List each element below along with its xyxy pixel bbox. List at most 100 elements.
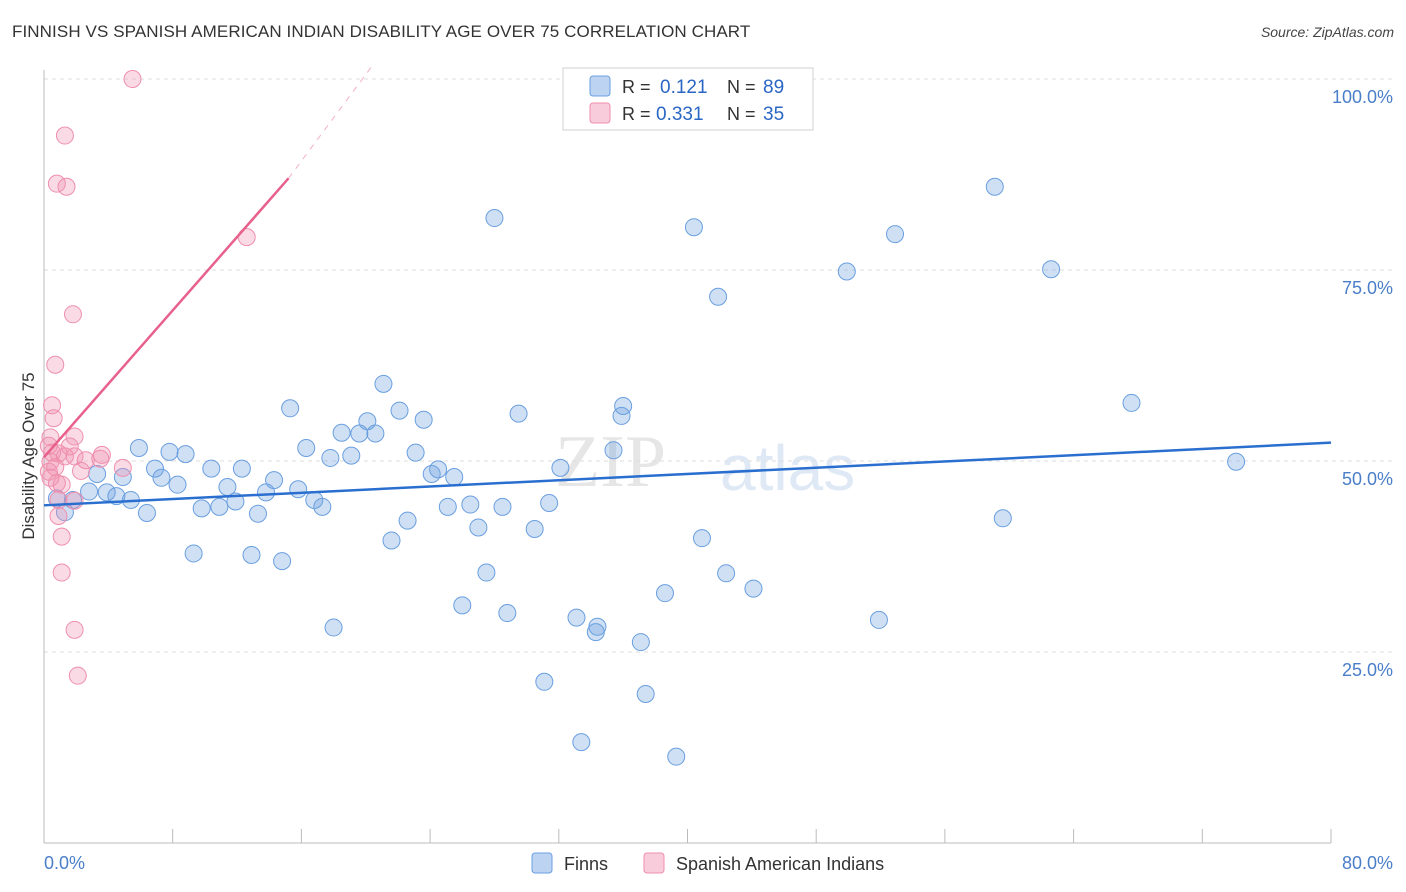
legend-bottom-swatch-spanish-american-indians [643, 852, 665, 874]
spanish-american-indians-point [72, 461, 91, 480]
finns-point [414, 410, 433, 429]
finns-point [192, 499, 211, 518]
finns-point [684, 218, 703, 237]
finns-point [390, 401, 409, 420]
finns-point [137, 503, 156, 522]
finns-point [313, 497, 332, 516]
legend-n-value-spanish-american-indians: 35 [763, 104, 784, 125]
finns-point [572, 733, 591, 752]
finns-point [366, 424, 385, 443]
legend-bottom-swatch-finns [531, 852, 553, 874]
finns-point [324, 618, 343, 637]
spanish-american-indians-point [44, 409, 63, 428]
finns-point [184, 544, 203, 563]
finns-point [485, 209, 504, 228]
finns-point [297, 439, 316, 458]
x-tick-label-max: 80.0% [1342, 853, 1393, 873]
y-tick-label: 75.0% [1342, 278, 1393, 298]
finns-point [525, 519, 544, 538]
legend-bottom-label-finns: Finns [564, 854, 608, 874]
finns-point [985, 177, 1004, 196]
y-tick-labels: 25.0% 50.0% 75.0% 100.0% [1332, 87, 1393, 680]
finns-point [453, 596, 472, 615]
finns-point [744, 579, 763, 598]
x-tick-label-min: 0.0% [44, 853, 85, 873]
y-tick-label: 100.0% [1332, 87, 1393, 107]
finns-point [567, 608, 586, 627]
finns-point [160, 442, 179, 461]
finns-point [993, 509, 1012, 528]
legend-swatch-finns [589, 75, 611, 97]
finns-point [265, 471, 284, 490]
finns-point [321, 448, 340, 467]
legend-r-value-spanish-american-indians: 0.331 [656, 104, 704, 125]
spanish-american-indians-point [60, 437, 79, 456]
finns-point [461, 495, 480, 514]
finns-point [398, 511, 417, 530]
finns-point [837, 262, 856, 281]
y-tick-label: 25.0% [1342, 660, 1393, 680]
spanish-american-indians-point [46, 458, 65, 477]
gridlines [44, 78, 1393, 653]
legend-box [562, 67, 814, 131]
chart-title: FINNISH VS SPANISH AMERICAN INDIAN DISAB… [12, 22, 751, 41]
trendline-spanish-american-indians [43, 177, 290, 459]
spanish-american-indians-point [113, 458, 132, 477]
legend-n-value-finns: 89 [763, 77, 784, 98]
finns-point [535, 672, 554, 691]
chart-source: Source: ZipAtlas.com [1260, 24, 1394, 40]
finns-point [332, 423, 351, 442]
finns-point [493, 497, 512, 516]
spanish-american-indians-point [52, 563, 71, 582]
spanish-american-indians-point [65, 427, 84, 446]
legend-swatch-spanish-american-indians [589, 102, 611, 124]
finns-point [709, 287, 728, 306]
legend-r-value-finns: 0.121 [660, 77, 708, 98]
finns-point [869, 610, 888, 629]
legend-r-label-finns: R = [622, 77, 651, 97]
finns-point [586, 623, 605, 642]
trendline-finns [43, 441, 1332, 507]
spanish-american-indians-point [46, 355, 65, 374]
finns-point [88, 464, 107, 483]
finns-point [631, 633, 650, 652]
spanish-american-indians-point [123, 70, 142, 88]
finns-point [152, 468, 171, 487]
finns-point [1227, 452, 1246, 471]
spanish-american-indians-point [68, 666, 87, 685]
legend-top: R = 0.121 N = 89 R = 0.331 N = 35 [562, 67, 814, 131]
finns-point [477, 563, 496, 582]
finns-point [146, 459, 165, 478]
series-finns-points [47, 177, 1246, 766]
finns-point [655, 584, 674, 603]
finns-point [248, 504, 267, 523]
finns-point [667, 747, 686, 766]
spanish-american-indians-point [57, 177, 76, 196]
spanish-american-indians-point [52, 527, 71, 546]
legend-bottom: Finns Spanish American Indians [531, 852, 884, 874]
finns-point [1042, 260, 1061, 279]
finns-point [281, 399, 300, 418]
finns-point [469, 518, 488, 537]
legend-bottom-label-spanish-american-indians: Spanish American Indians [676, 854, 884, 874]
finns-point [1122, 393, 1141, 412]
trendlines [43, 63, 1332, 507]
finns-point [498, 604, 517, 623]
finns-point [406, 443, 425, 462]
finns-point [540, 494, 559, 513]
finns-point [168, 475, 187, 494]
trendline-spanish-american-indians-extension [288, 63, 375, 179]
finns-point [289, 480, 308, 499]
finns-point [445, 468, 464, 487]
spanish-american-indians-point [76, 451, 95, 470]
legend-n-label-spanish-american-indians: N = [727, 104, 756, 124]
finns-point [273, 552, 292, 571]
finns-point [97, 483, 116, 502]
finns-point [509, 404, 528, 423]
finns-point [202, 459, 221, 478]
finns-point [80, 482, 99, 501]
legend-r-label-spanish-american-indians: R = [622, 104, 651, 124]
finns-point [438, 497, 457, 516]
finns-point [374, 374, 393, 393]
